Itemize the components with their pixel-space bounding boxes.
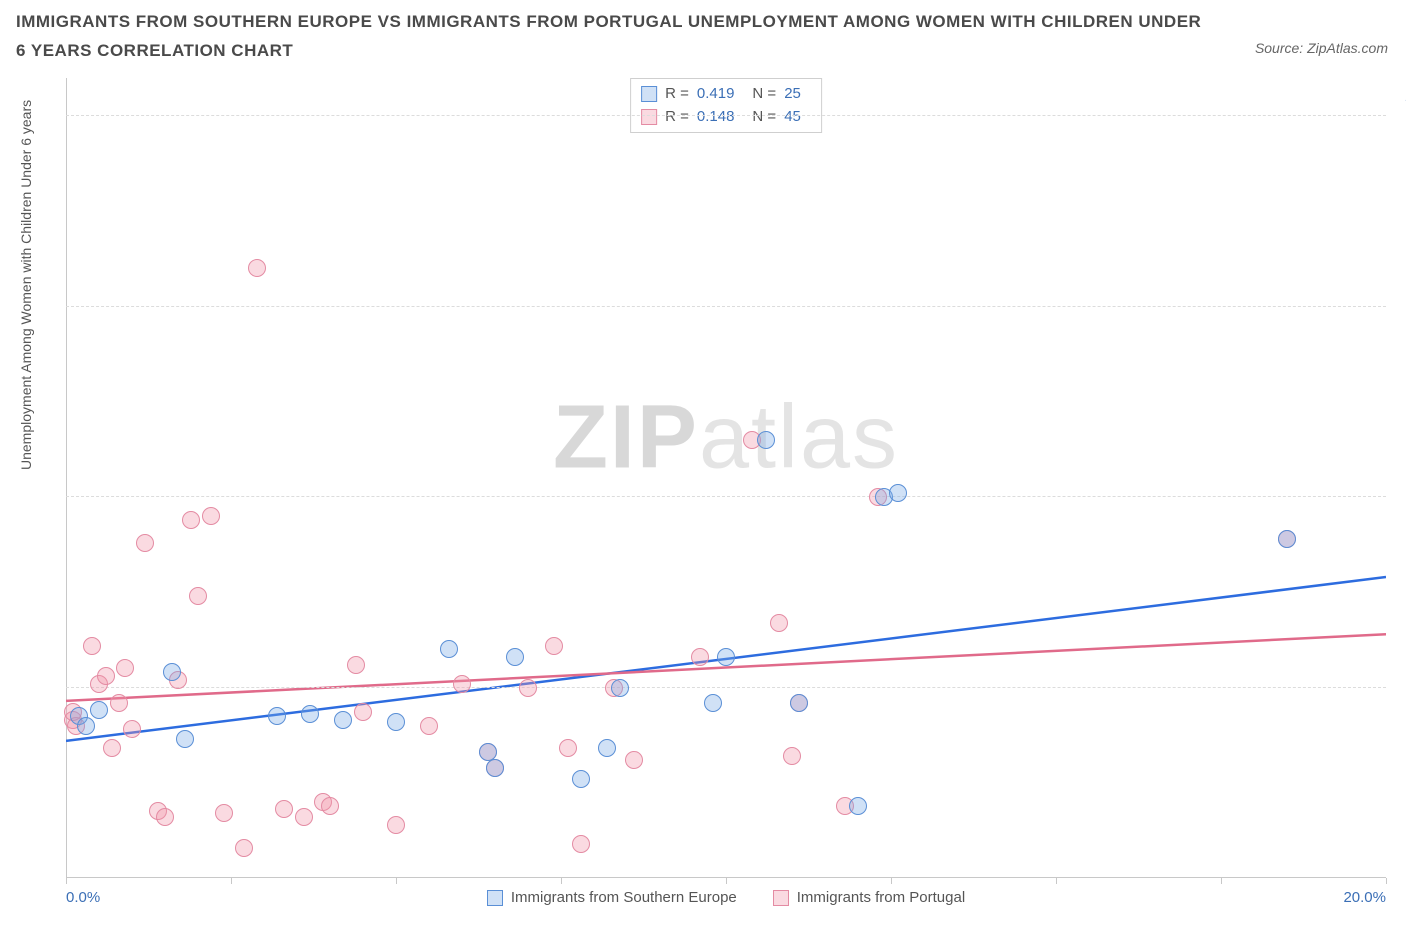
swatch-series2: [641, 109, 657, 125]
grid-line: [66, 687, 1386, 688]
scatter-point: [97, 667, 115, 685]
watermark-light: atlas: [699, 388, 899, 488]
watermark: ZIPatlas: [553, 387, 899, 490]
legend-swatch-series2: [773, 890, 789, 906]
grid-line: [66, 496, 1386, 497]
r-label-1: R =: [665, 83, 689, 106]
scatter-point: [301, 705, 319, 723]
scatter-point: [889, 484, 907, 502]
scatter-point: [176, 730, 194, 748]
legend-label-series2: Immigrants from Portugal: [797, 889, 965, 906]
n-value-1: 25: [784, 83, 801, 106]
scatter-point: [268, 707, 286, 725]
scatter-point: [572, 835, 590, 853]
x-tick: [891, 878, 892, 884]
scatter-point: [757, 431, 775, 449]
legend-swatch-series1: [487, 890, 503, 906]
correlation-stats-box: R = 0.419 N = 25 R = 0.148 N = 45: [630, 78, 822, 133]
scatter-point: [387, 713, 405, 731]
scatter-point: [486, 759, 504, 777]
scatter-point: [453, 675, 471, 693]
source-credit: Source: ZipAtlas.com: [1255, 40, 1388, 56]
y-axis-label: Unemployment Among Women with Children U…: [18, 100, 34, 470]
scatter-point: [334, 711, 352, 729]
watermark-bold: ZIP: [553, 388, 699, 488]
x-tick: [1386, 878, 1387, 884]
scatter-point: [202, 507, 220, 525]
scatter-point: [156, 808, 174, 826]
scatter-point: [215, 804, 233, 822]
legend-item-series2: Immigrants from Portugal: [773, 889, 965, 906]
scatter-point: [598, 739, 616, 757]
scatter-point: [275, 800, 293, 818]
grid-line: [66, 306, 1386, 307]
scatter-point: [717, 648, 735, 666]
swatch-series1: [641, 86, 657, 102]
bottom-legend: Immigrants from Southern Europe Immigran…: [66, 889, 1386, 906]
scatter-point: [783, 747, 801, 765]
scatter-point: [440, 640, 458, 658]
legend-label-series1: Immigrants from Southern Europe: [511, 889, 737, 906]
scatter-point: [790, 694, 808, 712]
n-value-2: 45: [784, 106, 801, 129]
scatter-point: [354, 703, 372, 721]
x-tick: [1221, 878, 1222, 884]
scatter-point: [545, 637, 563, 655]
y-axis-line: [66, 78, 67, 878]
plot-area: ZIPatlas R = 0.419 N = 25 R = 0.148 N = …: [66, 78, 1386, 878]
n-label-2: N =: [752, 106, 776, 129]
scatter-point: [123, 720, 141, 738]
source-label: Source:: [1255, 40, 1303, 56]
scatter-point: [572, 770, 590, 788]
scatter-point: [704, 694, 722, 712]
scatter-point: [235, 839, 253, 857]
scatter-point: [295, 808, 313, 826]
scatter-point: [189, 587, 207, 605]
scatter-point: [849, 797, 867, 815]
trend-lines-svg: [66, 78, 1386, 878]
scatter-point: [90, 701, 108, 719]
x-tick-label: 20.0%: [1343, 889, 1386, 906]
scatter-point: [519, 679, 537, 697]
scatter-point: [387, 816, 405, 834]
scatter-point: [248, 259, 266, 277]
stats-row-series2: R = 0.148 N = 45: [641, 106, 811, 129]
x-tick: [1056, 878, 1057, 884]
scatter-point: [77, 717, 95, 735]
scatter-point: [136, 534, 154, 552]
scatter-point: [110, 694, 128, 712]
scatter-point: [611, 679, 629, 697]
x-tick: [396, 878, 397, 884]
chart-container: IMMIGRANTS FROM SOUTHERN EUROPE VS IMMIG…: [0, 0, 1406, 930]
x-tick: [726, 878, 727, 884]
scatter-point: [691, 648, 709, 666]
r-value-2: 0.148: [697, 106, 735, 129]
grid-line: [66, 115, 1386, 116]
n-label-1: N =: [752, 83, 776, 106]
trend-line: [66, 634, 1386, 701]
scatter-point: [506, 648, 524, 666]
x-tick: [66, 878, 67, 884]
scatter-point: [625, 751, 643, 769]
legend-item-series1: Immigrants from Southern Europe: [487, 889, 737, 906]
scatter-point: [116, 659, 134, 677]
x-tick: [231, 878, 232, 884]
scatter-point: [83, 637, 101, 655]
scatter-point: [182, 511, 200, 529]
x-tick-label: 0.0%: [66, 889, 100, 906]
scatter-point: [420, 717, 438, 735]
scatter-point: [163, 663, 181, 681]
scatter-point: [321, 797, 339, 815]
scatter-point: [559, 739, 577, 757]
scatter-point: [103, 739, 121, 757]
scatter-point: [1278, 530, 1296, 548]
stats-row-series1: R = 0.419 N = 25: [641, 83, 811, 106]
r-value-1: 0.419: [697, 83, 735, 106]
scatter-point: [770, 614, 788, 632]
chart-title: IMMIGRANTS FROM SOUTHERN EUROPE VS IMMIG…: [16, 8, 1206, 66]
scatter-point: [347, 656, 365, 674]
x-tick: [561, 878, 562, 884]
source-value: ZipAtlas.com: [1307, 40, 1388, 56]
r-label-2: R =: [665, 106, 689, 129]
